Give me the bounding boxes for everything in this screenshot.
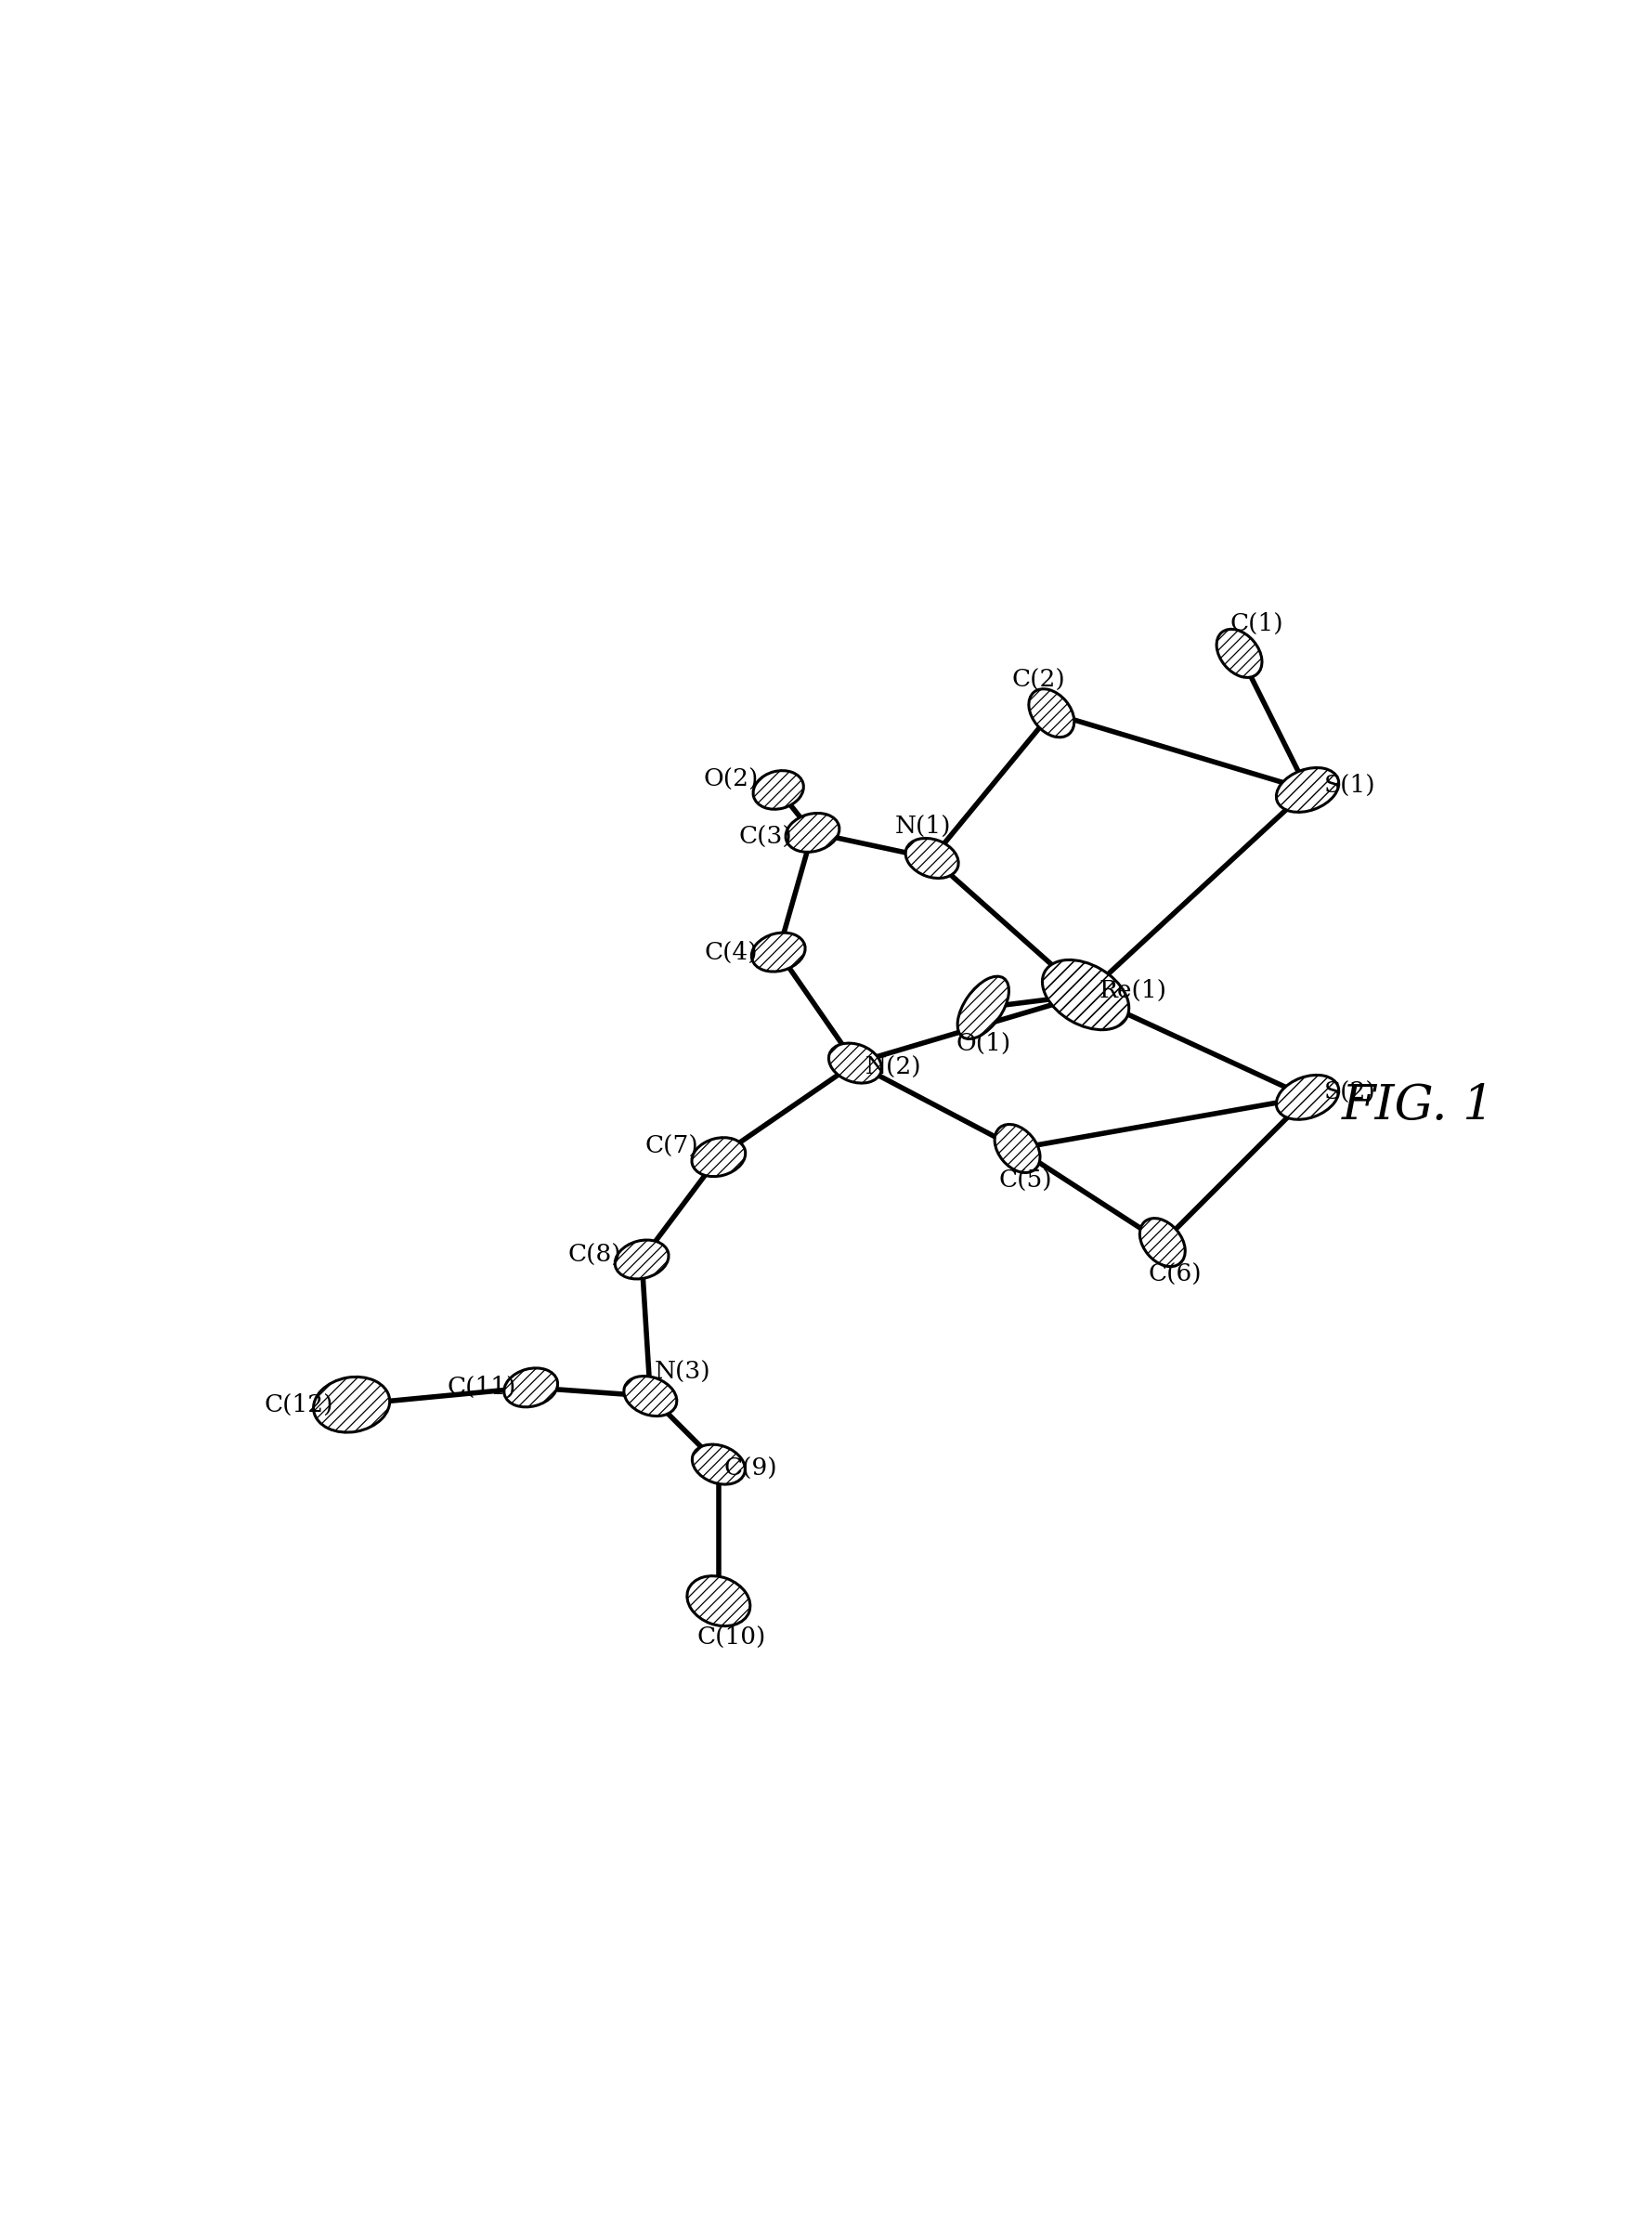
Ellipse shape [1140,1219,1184,1266]
Text: C(6): C(6) [1148,1263,1203,1286]
Text: C(2): C(2) [1013,670,1066,692]
Text: C(8): C(8) [568,1243,621,1268]
Text: Re(1): Re(1) [1099,980,1166,1002]
Ellipse shape [786,812,839,853]
Text: C(7): C(7) [644,1136,699,1158]
Text: C(11): C(11) [446,1375,515,1399]
Text: N(3): N(3) [654,1362,710,1384]
Text: S(2): S(2) [1325,1080,1376,1105]
Ellipse shape [692,1444,745,1484]
Text: C(1): C(1) [1229,612,1284,636]
Ellipse shape [1277,768,1338,812]
Text: C(12): C(12) [264,1393,334,1417]
Ellipse shape [687,1576,750,1627]
Ellipse shape [615,1241,669,1279]
Text: O(2): O(2) [704,768,758,792]
Ellipse shape [624,1377,677,1415]
Text: C(4): C(4) [705,940,758,964]
Ellipse shape [753,770,803,810]
Text: S(1): S(1) [1325,775,1376,797]
Text: C(10): C(10) [697,1625,767,1649]
Ellipse shape [1277,1076,1338,1120]
Text: N(1): N(1) [895,815,952,837]
Ellipse shape [504,1368,558,1406]
Ellipse shape [905,839,958,877]
Ellipse shape [752,933,805,971]
Ellipse shape [958,975,1009,1038]
Ellipse shape [1216,629,1262,679]
Ellipse shape [692,1138,745,1176]
Text: FIG. 1: FIG. 1 [1341,1083,1495,1129]
Ellipse shape [1029,690,1074,737]
Ellipse shape [314,1377,390,1433]
Text: C(9): C(9) [724,1457,778,1480]
Ellipse shape [995,1125,1041,1172]
Text: C(5): C(5) [999,1170,1052,1192]
Text: N(2): N(2) [866,1056,922,1078]
Ellipse shape [829,1042,882,1083]
Text: O(1): O(1) [957,1031,1011,1056]
Text: C(3): C(3) [738,826,793,848]
Ellipse shape [1042,960,1128,1029]
